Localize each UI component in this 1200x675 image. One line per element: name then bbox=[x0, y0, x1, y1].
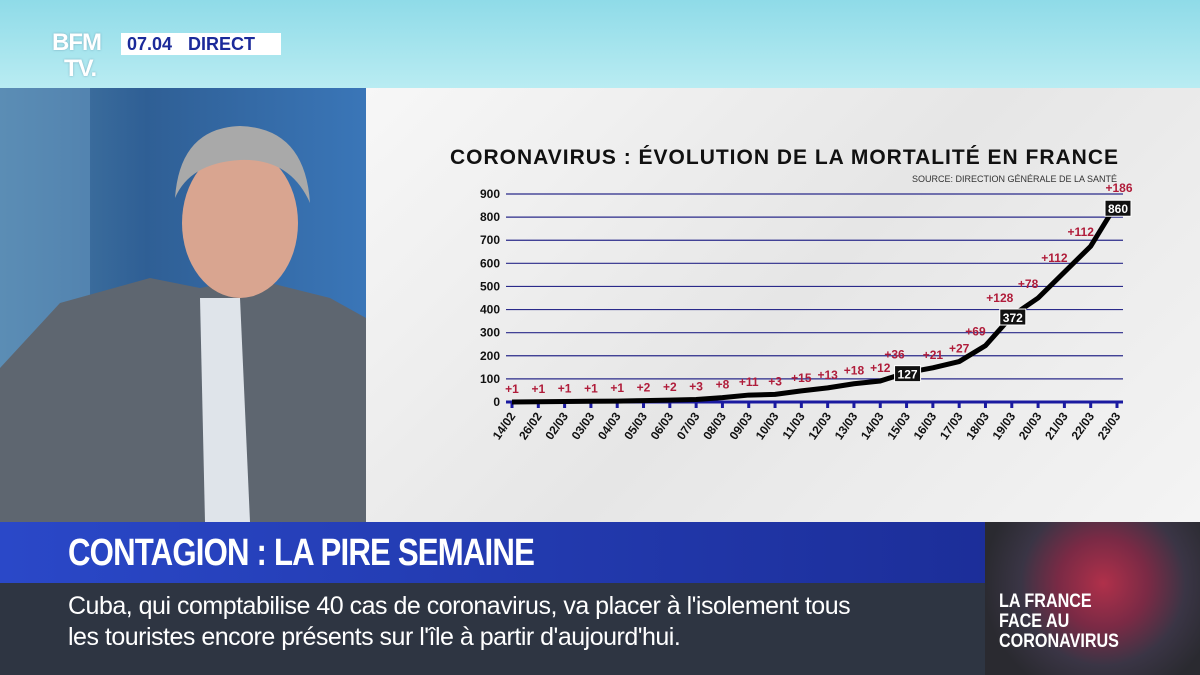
daily-delta-label: +1 bbox=[505, 382, 519, 396]
presenter-image bbox=[0, 88, 366, 522]
daily-delta-label: +1 bbox=[584, 381, 598, 395]
y-tick-label: 100 bbox=[480, 372, 500, 386]
x-tick-label: 07/03 bbox=[674, 409, 703, 442]
daily-delta-label: +69 bbox=[965, 325, 986, 339]
daily-delta-label: +3 bbox=[768, 374, 782, 388]
x-tick-label: 26/02 bbox=[516, 409, 545, 442]
y-tick-label: 300 bbox=[480, 326, 500, 340]
total-label-box bbox=[999, 308, 1027, 326]
total-label: 372 bbox=[1003, 311, 1023, 325]
logo-line2: TV. bbox=[64, 55, 97, 82]
promo-tile: LA FRANCE FACE AU CORONAVIRUS bbox=[985, 522, 1200, 675]
headline-band bbox=[0, 522, 985, 583]
x-tick-label: 21/03 bbox=[1042, 409, 1071, 442]
daily-delta-label: +112 bbox=[1041, 251, 1068, 265]
daily-delta-label: +27 bbox=[949, 342, 970, 356]
x-tick-label: 23/03 bbox=[1095, 409, 1124, 442]
daily-delta-label: +1 bbox=[531, 382, 545, 396]
x-tick-label: 20/03 bbox=[1016, 409, 1045, 442]
y-tick-label: 800 bbox=[480, 210, 500, 224]
bfmtv-logo: BFM TV. bbox=[52, 30, 116, 86]
daily-delta-label: +8 bbox=[716, 378, 730, 392]
x-tick-label: 04/03 bbox=[595, 409, 624, 442]
live-label: DIRECT bbox=[188, 33, 256, 54]
chart-title: CORONAVIRUS : ÉVOLUTION DE LA MORTALITÉ … bbox=[450, 146, 1118, 169]
x-tick-label: 22/03 bbox=[1068, 409, 1097, 442]
daily-delta-label: +15 bbox=[791, 371, 812, 385]
promo-line-3: CORONAVIRUS bbox=[999, 631, 1119, 652]
daily-delta-label: +112 bbox=[1068, 225, 1095, 239]
daily-delta-label: +18 bbox=[844, 364, 865, 378]
x-tick-label: 17/03 bbox=[937, 409, 966, 442]
y-tick-label: 400 bbox=[480, 303, 500, 317]
x-tick-label: 08/03 bbox=[700, 409, 729, 442]
daily-delta-label: +78 bbox=[1018, 277, 1039, 291]
x-tick-label: 12/03 bbox=[805, 409, 834, 442]
x-tick-label: 19/03 bbox=[990, 409, 1019, 442]
y-tick-label: 0 bbox=[493, 395, 500, 409]
promo-line-1: LA FRANCE bbox=[999, 591, 1092, 612]
total-label-box bbox=[894, 365, 922, 383]
daily-delta-label: +11 bbox=[739, 375, 759, 389]
y-tick-label: 900 bbox=[480, 187, 500, 201]
headline: CONTAGION : LA PIRE SEMAINE bbox=[68, 532, 535, 574]
total-label: 127 bbox=[898, 368, 918, 382]
y-tick-label: 600 bbox=[480, 256, 500, 270]
y-tick-label: 500 bbox=[480, 279, 500, 293]
daily-delta-label: +3 bbox=[689, 379, 703, 393]
x-tick-label: 14/03 bbox=[858, 409, 887, 442]
x-tick-label: 09/03 bbox=[727, 409, 756, 442]
total-label: 860 bbox=[1108, 202, 1128, 216]
daily-delta-label: +128 bbox=[986, 291, 1013, 305]
chart-panel: CORONAVIRUS : ÉVOLUTION DE LA MORTALITÉ … bbox=[366, 88, 1200, 522]
mortality-chart: CORONAVIRUS : ÉVOLUTION DE LA MORTALITÉ … bbox=[450, 146, 1133, 442]
mortality-line bbox=[511, 201, 1120, 405]
clock-time: 07.04 bbox=[127, 33, 173, 54]
studio-video bbox=[0, 88, 366, 522]
x-tick-label: 13/03 bbox=[832, 409, 861, 442]
x-tick-label: 18/03 bbox=[963, 409, 992, 442]
y-tick-label: 700 bbox=[480, 233, 500, 247]
promo-line-2: FACE AU bbox=[999, 611, 1070, 632]
daily-delta-label: +36 bbox=[884, 348, 905, 362]
daily-delta-label: +21 bbox=[923, 348, 944, 362]
total-label-box bbox=[1104, 199, 1132, 217]
y-tick-label: 200 bbox=[480, 349, 500, 363]
daily-delta-label: +2 bbox=[637, 381, 651, 395]
ticker-line-2: les touristes encore présents sur l'île … bbox=[68, 623, 681, 651]
daily-delta-label: +186 bbox=[1105, 181, 1132, 195]
daily-delta-label: +1 bbox=[558, 382, 572, 396]
x-tick-label: 10/03 bbox=[753, 409, 782, 442]
x-tick-label: 02/03 bbox=[542, 409, 571, 442]
top-bar: BFM TV. 07.04 DIRECT bbox=[0, 0, 1200, 88]
x-tick-label: 16/03 bbox=[911, 409, 940, 442]
x-tick-label: 15/03 bbox=[884, 409, 913, 442]
daily-delta-label: +13 bbox=[817, 368, 838, 382]
x-tick-label: 06/03 bbox=[648, 409, 677, 442]
x-tick-label: 11/03 bbox=[779, 409, 807, 441]
x-tick-label: 05/03 bbox=[621, 409, 650, 442]
news-ticker: Cuba, qui comptabilise 40 cas de coronav… bbox=[0, 583, 985, 675]
ticker-line-1: Cuba, qui comptabilise 40 cas de coronav… bbox=[68, 592, 851, 620]
chart-source: SOURCE: DIRECTION GÉNÉRALE DE LA SANTÉ bbox=[912, 174, 1117, 184]
daily-delta-label: +12 bbox=[870, 361, 891, 375]
daily-delta-label: +2 bbox=[663, 380, 677, 394]
daily-delta-label: +1 bbox=[610, 381, 624, 395]
live-badge: 07.04 DIRECT bbox=[121, 33, 281, 55]
logo-line1: BFM bbox=[52, 29, 102, 56]
x-tick-label: 03/03 bbox=[569, 409, 598, 442]
x-tick-label: 14/02 bbox=[490, 409, 519, 442]
